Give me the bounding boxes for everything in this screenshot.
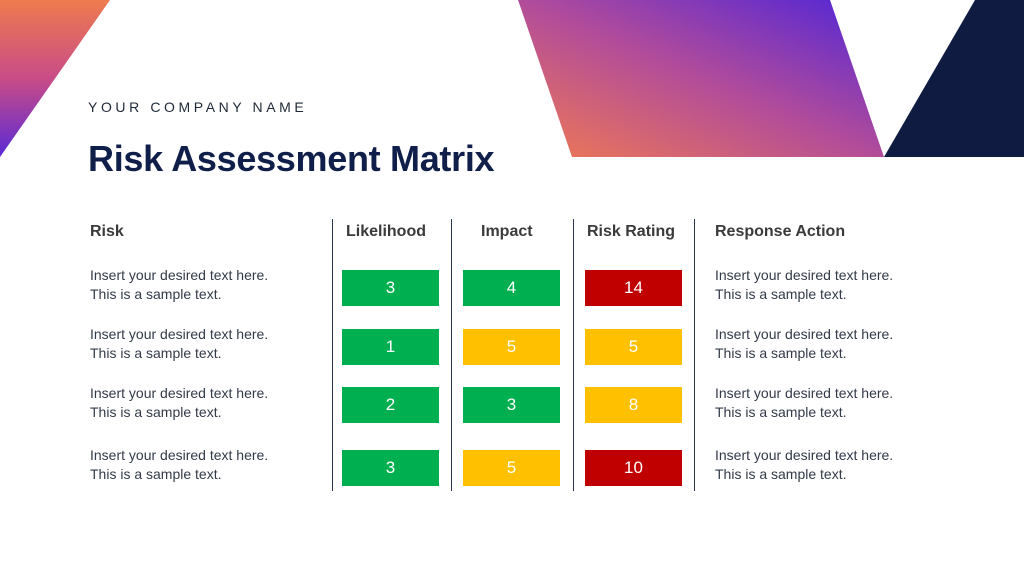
response-text-line2: This is a sample text. [715,345,847,361]
risk-cell: Insert your desired text here. This is a… [90,384,268,422]
risk-text-line2: This is a sample text. [90,404,222,420]
risk-rating-score: 10 [585,450,682,486]
response-text-line1: Insert your desired text here. [715,326,894,342]
risk-text-line2: This is a sample text. [90,286,222,302]
column-divider [451,219,452,491]
likelihood-score: 3 [342,450,439,486]
likelihood-score: 1 [342,329,439,365]
risk-rating-score: 14 [585,270,682,306]
risk-text-line1: Insert your desired text here. [90,385,269,401]
risk-text-line2: This is a sample text. [90,466,222,482]
navy-corner-shape [884,0,1024,157]
risk-rating-score: 8 [585,387,682,423]
header-risk-rating: Risk Rating [587,223,676,240]
company-name: YOUR COMPANY NAME [88,99,308,115]
header-likelihood: Likelihood [346,223,426,240]
header-risk: Risk [90,223,124,240]
risk-rating-score: 5 [585,329,682,365]
impact-score: 5 [463,329,560,365]
response-cell: Insert your desired text here. This is a… [715,446,893,484]
risk-cell: Insert your desired text here. This is a… [90,446,268,484]
response-cell: Insert your desired text here. This is a… [715,266,893,304]
top-gradient-shape [518,0,884,157]
response-text-line1: Insert your desired text here. [715,447,894,463]
risk-text-line2: This is a sample text. [90,345,222,361]
response-text-line2: This is a sample text. [715,466,847,482]
response-text-line2: This is a sample text. [715,404,847,420]
header-impact: Impact [481,223,533,240]
risk-text-line1: Insert your desired text here. [90,267,269,283]
risk-cell: Insert your desired text here. This is a… [90,266,268,304]
page-title: Risk Assessment Matrix [88,138,495,179]
response-cell: Insert your desired text here. This is a… [715,384,893,422]
response-text-line2: This is a sample text. [715,286,847,302]
column-divider [694,219,695,491]
risk-cell: Insert your desired text here. This is a… [90,325,268,363]
impact-score: 4 [463,270,560,306]
impact-score: 3 [463,387,560,423]
likelihood-score: 3 [342,270,439,306]
column-divider [573,219,574,491]
response-text-line1: Insert your desired text here. [715,267,894,283]
response-text-line1: Insert your desired text here. [715,385,894,401]
response-cell: Insert your desired text here. This is a… [715,325,893,363]
risk-text-line1: Insert your desired text here. [90,447,269,463]
likelihood-score: 2 [342,387,439,423]
left-gradient-shape [0,0,110,157]
impact-score: 5 [463,450,560,486]
risk-text-line1: Insert your desired text here. [90,326,269,342]
column-divider [332,219,333,491]
header-response-action: Response Action [715,223,846,240]
